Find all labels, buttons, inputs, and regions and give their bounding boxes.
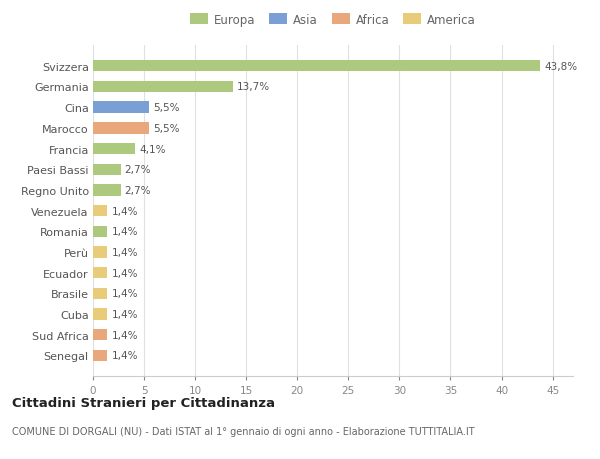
Bar — [93, 185, 121, 196]
Text: 13,7%: 13,7% — [237, 82, 270, 92]
Text: COMUNE DI DORGALI (NU) - Dati ISTAT al 1° gennaio di ogni anno - Elaborazione TU: COMUNE DI DORGALI (NU) - Dati ISTAT al 1… — [12, 426, 475, 436]
Text: 1,4%: 1,4% — [112, 289, 138, 299]
Bar — [93, 309, 107, 320]
Text: 1,4%: 1,4% — [112, 309, 138, 319]
Text: Cittadini Stranieri per Cittadinanza: Cittadini Stranieri per Cittadinanza — [12, 396, 275, 409]
Bar — [93, 82, 233, 93]
Bar — [93, 123, 149, 134]
Bar — [93, 330, 107, 341]
Bar — [93, 206, 107, 217]
Text: 1,4%: 1,4% — [112, 330, 138, 340]
Bar — [93, 350, 107, 361]
Text: 2,7%: 2,7% — [125, 165, 151, 175]
Bar — [93, 226, 107, 237]
Bar — [93, 144, 135, 155]
Text: 1,4%: 1,4% — [112, 351, 138, 361]
Text: 5,5%: 5,5% — [153, 103, 180, 113]
Text: 1,4%: 1,4% — [112, 247, 138, 257]
Bar — [93, 247, 107, 258]
Bar — [93, 288, 107, 299]
Legend: Europa, Asia, Africa, America: Europa, Asia, Africa, America — [185, 9, 481, 31]
Bar — [93, 61, 541, 72]
Bar — [93, 164, 121, 175]
Bar — [93, 102, 149, 113]
Text: 4,1%: 4,1% — [139, 144, 166, 154]
Text: 2,7%: 2,7% — [125, 185, 151, 196]
Text: 5,5%: 5,5% — [153, 123, 180, 134]
Bar — [93, 268, 107, 279]
Text: 1,4%: 1,4% — [112, 268, 138, 278]
Text: 1,4%: 1,4% — [112, 227, 138, 237]
Text: 1,4%: 1,4% — [112, 206, 138, 216]
Text: 43,8%: 43,8% — [544, 62, 578, 72]
